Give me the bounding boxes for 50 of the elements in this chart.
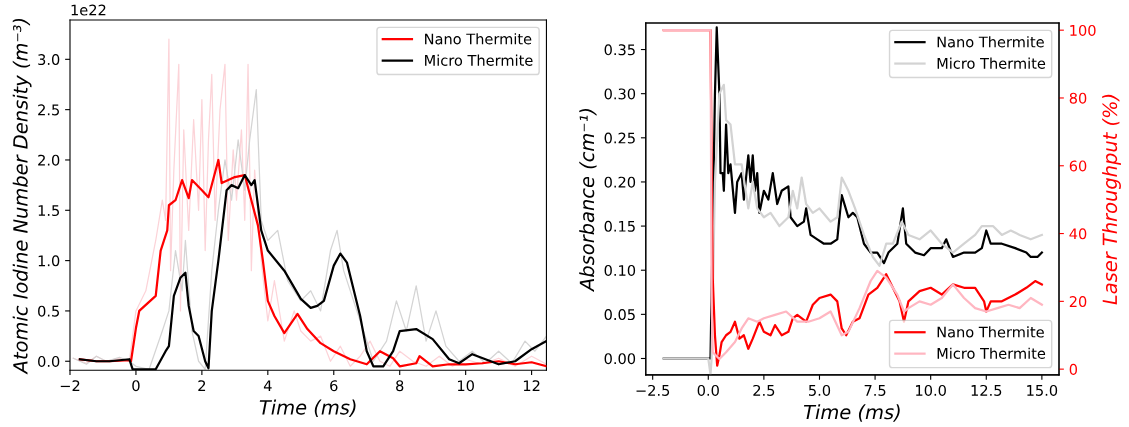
legend-label: Nano Thermite [937,326,1044,338]
x-tick-label: −2 [60,380,80,392]
legend-label: Micro Thermite [425,54,533,66]
y2-tick-label: 40 [1069,228,1087,240]
y-tick-label: 0.00 [604,353,636,365]
y-axis-title: Atomic Iodine Number Density (m⁻³) [12,18,32,375]
line-series [662,83,1043,375]
legend-label: Nano Thermite [937,36,1044,48]
x-tick-label: 0.0 [697,384,719,396]
y2-tick-label: 80 [1069,92,1087,104]
x-tick-label: 6 [330,380,338,392]
y-tick-label: 3.0 [38,54,60,66]
y2-tick-label: 100 [1070,24,1096,36]
y-tick-label: 2.0 [38,154,60,166]
y2-tick-label: 60 [1069,160,1087,172]
x-tick-label: 10 [457,380,474,392]
y-tick-label: 1.0 [38,255,60,267]
x-tick-label: 15.0 [1027,384,1058,396]
y2-tick-label: 0 [1069,363,1078,375]
y-tick-label: 0.15 [604,220,635,232]
text: 1e22 [71,4,106,16]
y-tick-label: 0.30 [604,88,636,100]
y2-axis-title: Laser Throughput (%) [1102,94,1121,305]
x-tick-label: 8 [396,380,404,392]
x-tick-label: 12 [523,380,540,392]
x-tick-label: −2.5 [636,384,670,396]
y-tick-label: 0.0 [38,355,60,367]
legend-label: Micro Thermite [937,347,1046,359]
x-tick-label: 12.5 [971,384,1002,396]
x-tick-label: 5.0 [809,384,831,396]
y-tick-label: 0.10 [604,264,636,276]
y-tick-label: 0.05 [604,309,635,321]
y-tick-label: 0.25 [604,132,635,144]
x-tick-label: 4 [263,380,272,392]
x-tick-label: 0 [132,380,140,392]
legend-label: Nano Thermite [425,33,532,45]
x-tick-label: 2.5 [753,384,775,396]
x-tick-label: 10.0 [916,384,946,396]
legend-label: Micro Thermite [937,57,1046,69]
y-axis-title: Absorbance (cm⁻¹) [579,109,597,292]
y-tick-label: 0.35 [604,44,635,56]
y2-tick-label: 20 [1069,296,1087,308]
y-tick-label: 0.20 [604,176,636,188]
x-tick-label: 7.5 [864,385,886,396]
x-axis-title: Time (ms) [803,404,900,422]
y-tick-label: 1.5 [38,205,59,217]
x-tick-label: 2 [198,380,206,392]
y-tick-label: 0.5 [38,305,59,317]
x-axis-title: Time (ms) [259,399,356,417]
y-tick-label: 2.5 [38,104,59,116]
